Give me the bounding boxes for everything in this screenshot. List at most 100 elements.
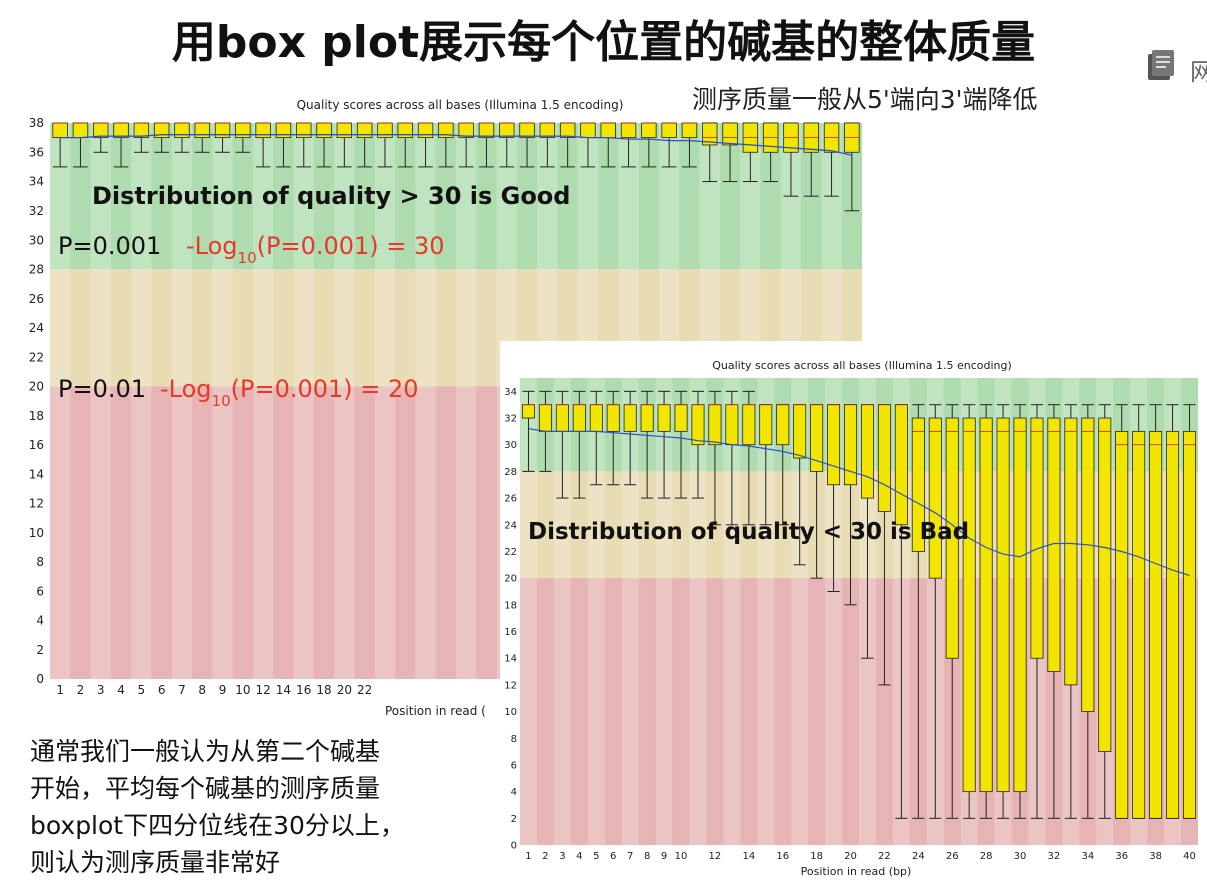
y-tick-label: 14: [29, 467, 44, 481]
quality-boxplot-bad: Quality scores across all bases (Illumin…: [500, 341, 1207, 881]
column-stripe: [253, 123, 274, 679]
x-tick-label: 2: [77, 683, 85, 697]
column-stripe: [553, 378, 571, 845]
x-tick-label: 4: [576, 851, 582, 862]
x-tick-label: 40: [1183, 851, 1196, 862]
x-tick-label: 4: [117, 683, 125, 697]
y-tick-label: 10: [29, 526, 44, 540]
box: [538, 404, 552, 432]
x-axis-label: Position in read (bp): [801, 865, 912, 878]
y-tick-label: 28: [29, 263, 44, 277]
zone-good: [50, 123, 862, 270]
y-tick-label: 14: [504, 654, 517, 665]
box: [417, 122, 434, 139]
box: [640, 404, 654, 432]
y-tick-label: 12: [504, 680, 517, 691]
column-stripe: [655, 378, 673, 845]
column-stripe: [723, 378, 741, 845]
box: [1013, 417, 1027, 793]
box: [1132, 430, 1146, 819]
box: [996, 417, 1010, 793]
column-stripe: [689, 378, 707, 845]
box: [356, 122, 373, 139]
p-value-2: P=0.01: [58, 375, 146, 403]
x-tick-label: 9: [219, 683, 227, 697]
y-tick-label: 30: [29, 233, 44, 247]
mean-line: [60, 134, 853, 156]
y-tick-label: 36: [29, 145, 44, 159]
y-tick-label: 4: [511, 787, 517, 798]
column-stripe: [520, 378, 537, 845]
box: [725, 404, 739, 446]
column-stripe: [587, 378, 605, 845]
box: [708, 404, 722, 446]
box: [336, 122, 353, 139]
column-stripe: [293, 123, 314, 679]
x-tick-label: 26: [946, 851, 959, 862]
box: [793, 404, 807, 459]
x-tick-label: 8: [644, 851, 650, 862]
document-icon[interactable]: [1146, 48, 1176, 82]
box: [641, 122, 657, 139]
box: [275, 122, 292, 139]
y-tick-label: 8: [36, 555, 44, 569]
box: [979, 417, 993, 793]
x-tick-label: 7: [627, 851, 633, 862]
x-tick-label: 12: [256, 683, 271, 697]
x-tick-label: 7: [178, 683, 186, 697]
y-tick-label: 2: [511, 814, 517, 825]
box: [962, 417, 976, 793]
y-tick-label: 22: [29, 350, 44, 364]
y-tick-label: 32: [29, 204, 44, 218]
x-tick-label: 14: [276, 683, 291, 697]
box: [1115, 430, 1129, 819]
box: [521, 404, 535, 419]
formula-1: -Log10(P=0.001) = 30: [186, 232, 445, 267]
x-axis-label: Position in read (: [385, 704, 486, 718]
box: [759, 404, 773, 446]
box: [377, 122, 393, 139]
x-tick-label: 30: [1014, 851, 1027, 862]
headline-bad: Distribution of quality < 30 is Bad: [528, 519, 969, 545]
box: [1149, 430, 1163, 819]
box: [827, 404, 841, 486]
y-tick-label: 6: [36, 584, 44, 598]
column-stripe: [212, 123, 233, 679]
box: [589, 404, 603, 432]
slide-icon-label: 网: [1190, 58, 1207, 86]
box: [945, 417, 959, 659]
y-tick-label: 10: [504, 707, 517, 718]
box: [52, 122, 68, 139]
y-tick-label: 6: [511, 760, 517, 771]
x-tick-label: 32: [1048, 851, 1061, 862]
y-tick-label: 24: [504, 520, 517, 531]
column-stripe: [791, 378, 809, 845]
chart-title: Quality scores across all bases (Illumin…: [712, 359, 1012, 372]
y-tick-label: 18: [29, 409, 44, 423]
box: [1030, 417, 1044, 659]
box: [681, 122, 698, 139]
y-tick-label: 34: [504, 387, 517, 398]
x-tick-label: 16: [296, 683, 311, 697]
box: [572, 404, 586, 432]
box: [174, 122, 190, 139]
column-stripe: [757, 378, 775, 845]
x-tick-label: 36: [1115, 851, 1128, 862]
y-tick-label: 30: [504, 440, 517, 451]
x-tick-label: 38: [1149, 851, 1162, 862]
box: [620, 122, 637, 139]
y-tick-label: 16: [29, 438, 44, 452]
x-tick-label: 28: [980, 851, 993, 862]
y-tick-label: 26: [29, 292, 44, 306]
chart-title: Quality scores across all bases (Illumin…: [297, 98, 624, 112]
explanation-note: 通常我们一般认为从第二个碱基 开始，平均每个碱基的测序质量 boxplot下四分…: [30, 733, 500, 881]
x-tick-label: 22: [878, 851, 891, 862]
column-stripe: [334, 123, 355, 679]
y-tick-label: 20: [504, 574, 517, 585]
box: [539, 122, 556, 139]
x-tick-label: 14: [742, 851, 755, 862]
column-stripe: [131, 123, 152, 679]
box: [499, 122, 515, 139]
column-stripe: [90, 123, 111, 679]
x-tick-label: 24: [912, 851, 925, 862]
